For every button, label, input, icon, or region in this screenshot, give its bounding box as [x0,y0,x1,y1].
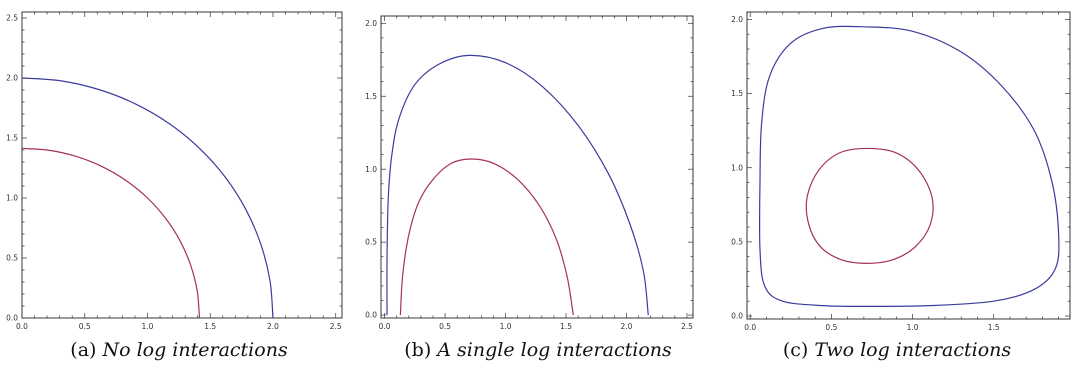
x-tick-label-b: 0.0 [379,322,391,330]
x-tick-label-b: 1.0 [500,322,512,330]
plot-frame-a [21,11,343,319]
y-tick-label-c: 1.0 [731,163,743,172]
x-tick-label-a: 1.0 [142,322,154,330]
x-tick-label-b: 1.5 [560,322,572,330]
y-tick-label-a: 2.5 [6,14,18,23]
panel-b: 0.0 0.5 1.0 1.5 2.0 2.5 0.0 0.5 1.0 1.5 2.0 (b) A … [359,0,717,374]
x-tick-label-c: 1.5 [988,323,1000,330]
caption-b: (b) A single log interactions [359,339,717,361]
outer-curve-a [21,77,274,319]
panel-c: 0.0 0.5 1.0 1.5 0.0 0.5 1.0 1.5 2.0 (c) Two log … [718,0,1076,374]
outer-curve-c [758,25,1060,307]
caption-a-text: No log interactions [102,339,288,361]
y-tick-label-a: 0.0 [6,314,18,323]
chart-c-plot: 0.0 0.5 1.0 1.5 0.0 0.5 1.0 1.5 2.0 [731,11,1071,330]
y-tick-label-b: 1.5 [365,92,377,101]
y-tick-label-c: 1.5 [731,89,743,98]
inner-curve-c [805,147,934,264]
caption-b-label: (b) [404,339,432,361]
caption-c: (c) Two log interactions [718,339,1076,361]
y-tick-label-a: 1.0 [6,194,18,203]
x-tick-label-b: 2.0 [621,322,633,330]
caption-c-label: (c) [782,339,809,361]
inner-curve-b [399,158,574,316]
caption-a-label: (a) [70,339,97,361]
y-tick-label-c: 0.0 [731,312,743,321]
caption-b-text: A single log interactions [437,339,672,361]
inner-curve-a [21,147,201,319]
panel-a: 0.0 0.5 1.0 1.5 2.0 2.5 0.0 0.5 1.0 1.5 2.0 2.5 (a)… [0,0,358,374]
y-tick-label-b: 1.0 [365,165,377,174]
y-tick-label-a: 1.5 [6,134,18,143]
chart-a-plot: 0.0 0.5 1.0 1.5 2.0 2.5 0.0 0.5 1.0 1.5 2.0 2.5 [6,11,343,330]
x-tick-label-a: 0.0 [16,322,28,330]
y-tick-label-c: 0.5 [731,237,743,246]
x-tick-label-a: 0.5 [79,322,91,330]
x-tick-label-b: 2.5 [681,322,693,330]
caption-a: (a) No log interactions [0,339,358,361]
plot-frame-c [746,11,1071,320]
x-tick-label-c: 0.5 [825,323,837,330]
plot-frame-b [380,15,694,319]
y-tick-label-b: 0.0 [365,311,377,320]
x-tick-label-c: 0.0 [744,323,756,330]
outer-curve-b [386,54,649,316]
x-tick-label-a: 2.0 [267,322,279,330]
x-tick-label-a: 1.5 [204,322,216,330]
x-tick-label-c: 1.0 [907,323,919,330]
y-tick-label-b: 2.0 [365,19,377,28]
y-tick-label-a: 0.5 [6,254,18,263]
x-tick-label-a: 2.5 [330,322,342,330]
x-tick-label-b: 0.5 [439,322,451,330]
chart-b-plot: 0.0 0.5 1.0 1.5 2.0 2.5 0.0 0.5 1.0 1.5 2.0 [365,15,694,330]
y-tick-label-c: 2.0 [731,15,743,24]
caption-c-text: Two log interactions [814,339,1012,361]
y-tick-label-a: 2.0 [6,74,18,83]
y-tick-label-b: 0.5 [365,238,377,247]
